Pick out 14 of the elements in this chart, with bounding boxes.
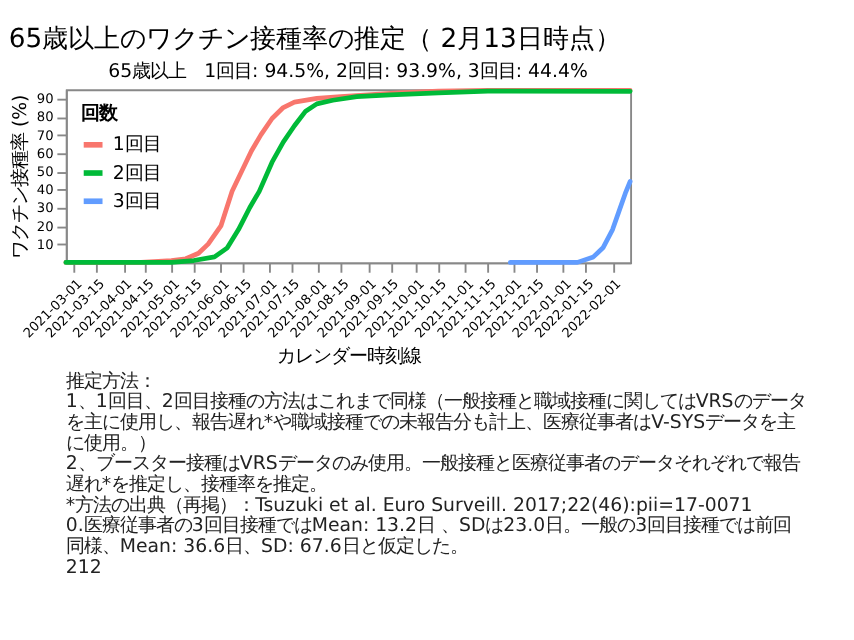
text: 推定方法：	[65, 370, 156, 393]
text: 2、ブースター接種はVRSデータのみ使用。一般接種と医療従事者のデータそれぞれで報告遅れ*を推定し、接種率を推定。	[65, 453, 800, 496]
chart-title: 65歳以上のワクチン接種率の推定（ 2月13日時点）	[8, 23, 621, 56]
text: 212	[65, 556, 102, 579]
chart-subtitle: 65歳以上 1回目: 94.5%, 2回目: 93.9%, 3回目: 44.4%	[108, 60, 588, 83]
legend-label: 2回目	[112, 162, 161, 185]
y-axis-title: ワクチン接種率 (%)	[9, 94, 32, 260]
line-series	[507, 179, 633, 265]
x-axis-title: カレンダー時刻線	[276, 346, 421, 369]
legend-label: 3回目	[112, 190, 161, 213]
text: 1、1回目、2回目接種の方法はこれまで同様（一般接種と職域接種に関してはVRSのデータを主に使用し、報告遅れ*や職域接種での未報告分も計上、医療従事者はV-SYSデータを主に使用。）	[65, 391, 806, 455]
text: *方法の出典（再掲）：Tsuzuki et al. Euro Surveill. 2017;22(46):pii=17-00710.医療従事者の3回目接種ではMean: 13.2日 、SDは23.0日。一般の3回目接種では前回同様、Mean: 36.6日、SD: 67.6日と仮定した。	[65, 494, 792, 559]
legend-title: 回数	[80, 103, 119, 126]
legend-label: 1回目	[112, 134, 161, 157]
